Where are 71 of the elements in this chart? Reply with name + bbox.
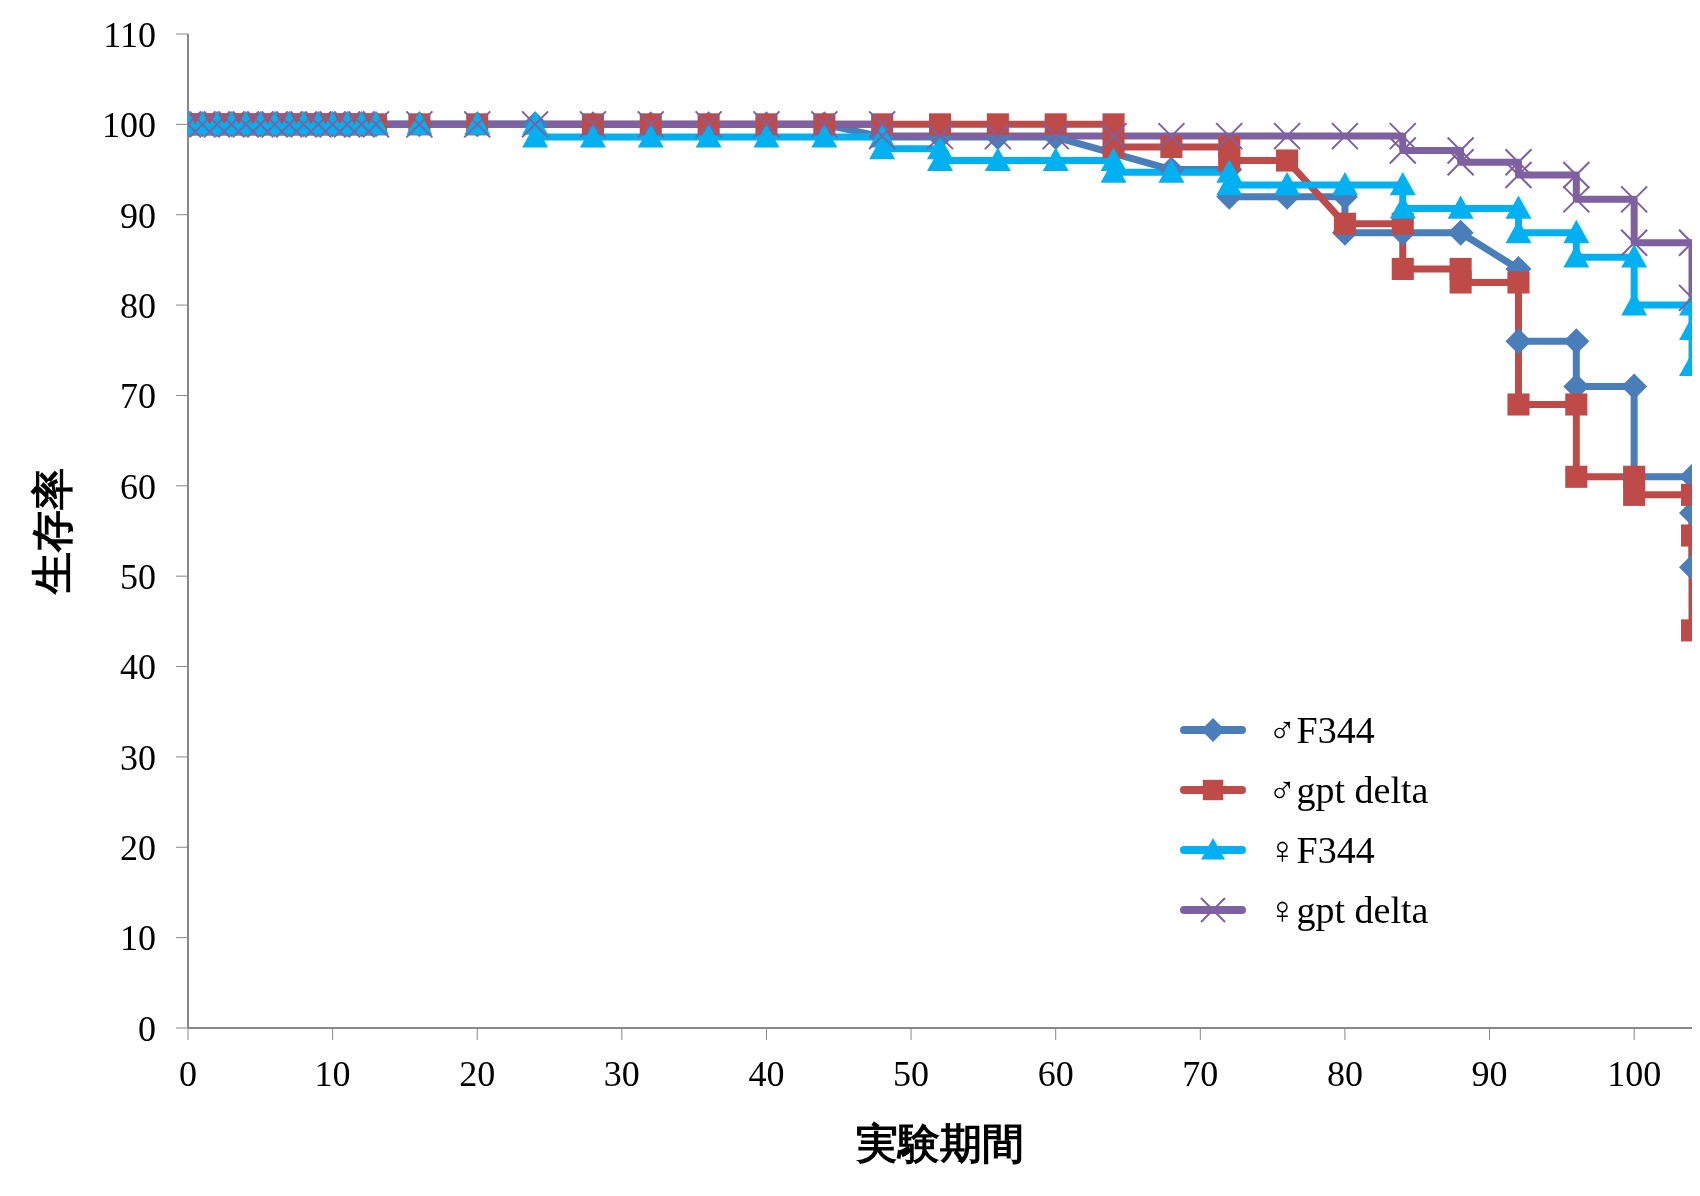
point: [1157, 122, 1186, 151]
point: [1621, 373, 1648, 400]
x-tick-label: 70: [1182, 1053, 1219, 1094]
point: [1388, 122, 1417, 151]
point: [1504, 160, 1533, 189]
point: [1620, 228, 1649, 257]
x-axis-title: 実験期間: [855, 1119, 1024, 1168]
y-tick-label: 50: [120, 556, 156, 597]
x-tick-label: 90: [1471, 1053, 1508, 1094]
point: [1330, 122, 1359, 151]
point: [1099, 122, 1128, 151]
y-tick-label: 10: [120, 918, 156, 959]
point: [579, 124, 606, 148]
x-tick-label: 60: [1037, 1053, 1074, 1094]
legend-label: ♂F344: [1268, 708, 1375, 752]
point: [1504, 148, 1533, 177]
point: [1563, 328, 1590, 355]
point: [811, 124, 838, 148]
point: [1215, 122, 1244, 151]
x-tick-label: 80: [1326, 1053, 1363, 1094]
y-tick-label: 0: [138, 1008, 156, 1049]
point: [1391, 257, 1414, 280]
point: [1565, 393, 1588, 416]
point: [1388, 136, 1417, 165]
point: [1563, 219, 1590, 244]
y-tick-label: 100: [102, 105, 156, 146]
x-tick-label: 20: [459, 1053, 496, 1094]
legend-label: ♀gpt delta: [1268, 888, 1429, 932]
y-tick-label: 30: [120, 737, 156, 778]
point: [753, 124, 780, 148]
point: [1621, 244, 1648, 268]
point: [1331, 171, 1358, 196]
point: [637, 124, 664, 148]
point: [1389, 171, 1416, 196]
y-tick-label: 80: [120, 285, 156, 326]
point: [984, 147, 1011, 171]
x-tick-label: 30: [603, 1053, 640, 1094]
x-tick-label: 40: [748, 1053, 785, 1094]
y-tick-label: 70: [120, 376, 156, 417]
point: [1447, 219, 1474, 246]
x-tick-label: 100: [1607, 1053, 1662, 1094]
x-tick-label: 0: [179, 1053, 197, 1094]
y-axis-title: 生存率: [27, 468, 77, 596]
point: [1623, 483, 1646, 506]
point: [1447, 195, 1474, 219]
point: [1507, 271, 1530, 294]
y-tick-label: 90: [120, 195, 156, 236]
point: [1042, 147, 1069, 171]
x-tick-label: 10: [314, 1053, 351, 1094]
point: [1273, 122, 1302, 151]
point: [1505, 328, 1532, 355]
point: [1446, 136, 1475, 165]
point: [1505, 195, 1532, 219]
point: [1274, 171, 1301, 196]
point: [1333, 212, 1356, 235]
point: [1449, 271, 1472, 294]
y-tick-label: 20: [120, 828, 156, 869]
point: [1620, 185, 1649, 214]
point: [1565, 465, 1588, 488]
y-tick-label: 40: [120, 647, 156, 688]
point: [1446, 148, 1475, 177]
point: [695, 124, 722, 148]
y-tick-label: 110: [103, 14, 156, 55]
legend-label: ♀F344: [1268, 828, 1375, 872]
point: [1562, 185, 1591, 214]
legend-label: ♂gpt delta: [1268, 768, 1429, 812]
point: [1276, 149, 1299, 172]
point: [1507, 393, 1530, 416]
x-tick-label: 50: [893, 1053, 930, 1094]
point: [1562, 160, 1591, 189]
y-tick-label: 60: [120, 466, 156, 507]
